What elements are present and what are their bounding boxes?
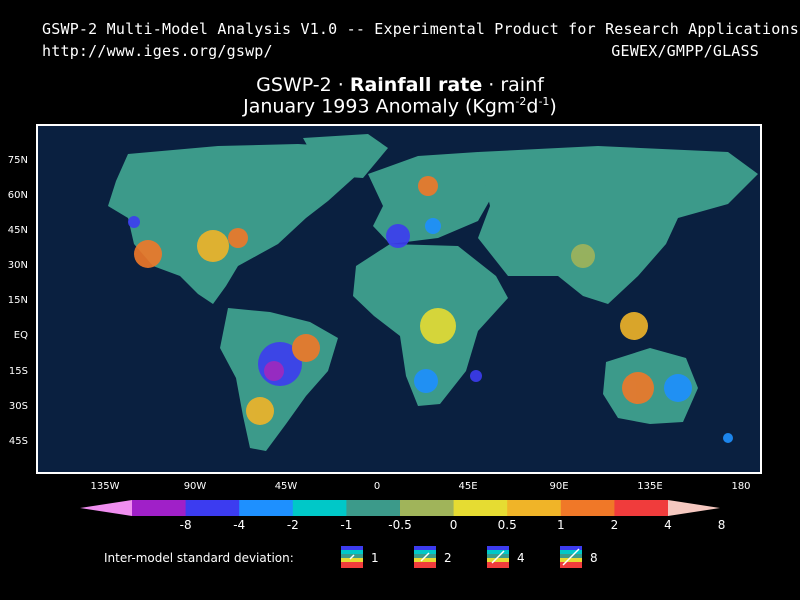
color-scale-label: 1 xyxy=(556,518,565,532)
anomaly-mediterranean xyxy=(386,224,410,248)
lon-label-90e: 90E xyxy=(549,481,569,492)
anomaly-argentina xyxy=(246,397,274,425)
anomaly-new-zealand xyxy=(723,433,733,443)
color-scale-segment xyxy=(507,500,562,516)
std-dev-legend-title: Inter-model standard deviation: xyxy=(104,551,294,565)
anomaly-australia-east xyxy=(664,374,692,402)
lat-label-15s: 15S xyxy=(8,366,28,377)
anomaly-eu-north xyxy=(418,176,438,196)
std-dev-value: 4 xyxy=(517,551,525,565)
anomaly-us-central xyxy=(197,230,229,262)
color-scale-segment xyxy=(614,500,669,516)
color-scale-label: -0.5 xyxy=(388,518,412,532)
anomaly-patches xyxy=(128,176,733,443)
std-dev-swatch-icon xyxy=(487,546,509,568)
anomaly-madagascar xyxy=(470,370,482,382)
anomaly-se-asia xyxy=(620,312,648,340)
std-dev-swatch-icon xyxy=(341,546,363,568)
anomaly-pacific-coast xyxy=(128,216,140,228)
color-scale-bar xyxy=(80,500,720,516)
color-scale-segment-min xyxy=(80,500,132,516)
color-scale-segment xyxy=(453,500,508,516)
color-scale-label: -4 xyxy=(233,518,246,532)
color-scale-segment xyxy=(400,500,455,516)
color-scale-label: -2 xyxy=(286,518,299,532)
lat-label-30s: 30S xyxy=(8,401,28,412)
lat-label-15n: 15N xyxy=(7,295,28,306)
anomaly-australia-west xyxy=(622,372,654,404)
color-scale-segment xyxy=(185,500,240,516)
lon-label-45w: 45W xyxy=(274,481,298,492)
map-title-variable: Rainfall rate xyxy=(349,74,483,96)
lat-label-eq: EQ xyxy=(13,330,28,341)
anomaly-brazil-east xyxy=(292,334,320,362)
header-url[interactable]: http://www.iges.org/gswp/ xyxy=(42,42,273,60)
anomaly-map-canvas xyxy=(108,134,758,451)
std-dev-swatch-icon xyxy=(560,546,582,568)
anomaly-africa-central xyxy=(420,308,456,344)
anomaly-amazon-purple xyxy=(264,361,284,381)
anomaly-india xyxy=(571,244,595,268)
lon-label-180: 180 xyxy=(731,481,751,492)
map-subtitle: January 1993 Anomaly (Kgm-2d-1) xyxy=(0,95,800,117)
color-scale-segment xyxy=(239,500,294,516)
color-scale-label: -1 xyxy=(340,518,353,532)
color-scale-segment-max xyxy=(668,500,720,516)
anomaly-africa-south xyxy=(414,369,438,393)
map-title-prefix: GSWP-2 · xyxy=(256,74,350,96)
std-dev-swatch-icon xyxy=(414,546,436,568)
color-scale-segment xyxy=(560,500,615,516)
color-scale-label: -8 xyxy=(179,518,192,532)
continent-north-america xyxy=(108,144,368,304)
color-scale-segment xyxy=(292,500,347,516)
map-subtitle-pre: January 1993 Anomaly (Kgm xyxy=(243,95,516,118)
lon-label-0: 0 xyxy=(373,481,381,492)
anomaly-us-east xyxy=(228,228,248,248)
color-scale-segment xyxy=(132,500,187,516)
map-subtitle-exp1: -2 xyxy=(515,95,527,108)
lat-label-30n: 30N xyxy=(7,260,28,271)
lon-label-135w: 135W xyxy=(90,481,120,492)
color-scale-label: 4 xyxy=(664,518,672,532)
lat-label-60n: 60N xyxy=(7,190,28,201)
anomaly-balkans xyxy=(425,218,441,234)
std-dev-value: 2 xyxy=(444,551,452,565)
lon-label-45e: 45E xyxy=(458,481,478,492)
map-title: GSWP-2 · Rainfall rate · rainf xyxy=(0,74,800,96)
lon-label-90w: 90W xyxy=(183,481,207,492)
map-subtitle-exp2: -1 xyxy=(538,95,550,108)
std-dev-value: 8 xyxy=(590,551,598,565)
map-title-suffix: · rainf xyxy=(482,74,544,96)
header-product-line: GSWP-2 Multi-Model Analysis V1.0 -- Expe… xyxy=(42,20,799,38)
color-scale-label: 8 xyxy=(717,518,726,532)
continent-asia xyxy=(478,146,758,304)
lat-label-75n: 75N xyxy=(7,155,28,166)
anomaly-map xyxy=(36,124,762,474)
lat-label-45n: 45N xyxy=(7,225,28,236)
map-subtitle-post: ) xyxy=(549,95,557,118)
color-scale-segment xyxy=(346,500,401,516)
lat-label-45s: 45S xyxy=(8,436,28,447)
color-scale-label: 2 xyxy=(610,518,619,532)
continent-europe xyxy=(368,152,498,244)
header-project-name: GEWEX/GMPP/GLASS xyxy=(611,42,759,60)
continent-greenland xyxy=(303,134,388,178)
color-scale-label: 0 xyxy=(449,518,458,532)
anomaly-us-west xyxy=(134,240,162,268)
color-scale-label: 0.5 xyxy=(497,518,517,532)
lon-label-135e: 135E xyxy=(637,481,663,492)
std-dev-value: 1 xyxy=(371,551,379,565)
map-subtitle-mid: d xyxy=(526,95,539,118)
